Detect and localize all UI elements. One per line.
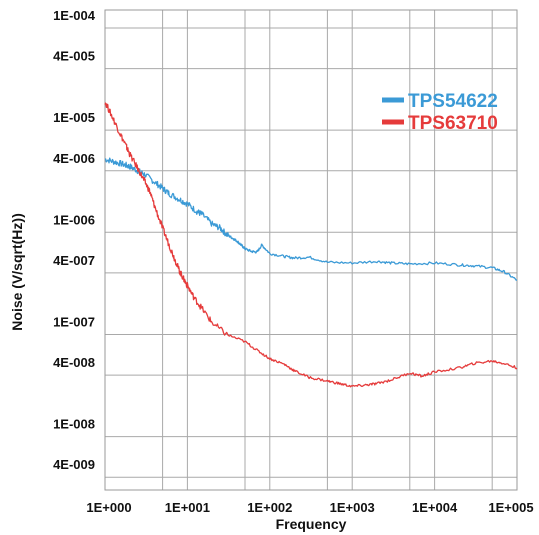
y-tick-label: 4E-009 (53, 457, 95, 472)
x-tick-label: 1E+003 (330, 500, 375, 515)
x-tick-label: 1E+004 (412, 500, 458, 515)
y-tick-label: 1E-007 (53, 314, 95, 329)
y-tick-labels: 1E-004 4E-005 1E-005 4E-006 1E-006 4E-007 1E-0… (53, 8, 96, 472)
x-tick-label: 1E+001 (165, 500, 210, 515)
y-tick-label: 1E-005 (53, 110, 95, 125)
grid (105, 10, 517, 490)
y-tick-label: 1E-004 (53, 8, 96, 23)
x-tick-label: 1E+005 (488, 500, 533, 515)
series-line-tps63710 (104, 102, 518, 388)
x-tick-label: 1E+002 (247, 500, 292, 515)
legend-label: TPS54622 (408, 91, 498, 112)
x-tick-labels: 1E+000 1E+001 1E+002 1E+003 1E+004 1E+005 (86, 500, 533, 515)
series-line-tps54622 (104, 157, 517, 281)
x-tick-label: 1E+000 (86, 500, 131, 515)
series-layer (104, 102, 518, 388)
legend-label: TPS63710 (408, 113, 498, 134)
y-tick-label: 1E-008 (53, 417, 95, 432)
plot-frame (104, 9, 518, 491)
y-tick-label: 1E-006 (53, 212, 95, 227)
y-tick-label: 4E-005 (53, 49, 95, 64)
y-axis-title: Noise (V/sqrt(Hz)) (9, 213, 25, 330)
x-axis-title: Frequency (276, 516, 347, 532)
y-tick-label: 4E-007 (53, 253, 95, 268)
y-tick-label: 4E-006 (53, 151, 95, 166)
y-tick-label: 4E-008 (53, 355, 95, 370)
